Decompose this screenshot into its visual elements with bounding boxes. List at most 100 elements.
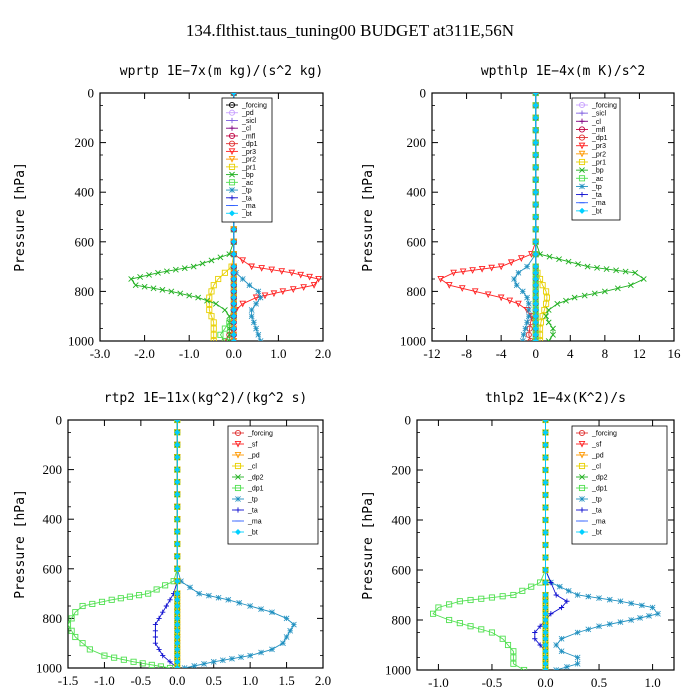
data-point: [638, 602, 645, 609]
x-tick-label: 1.0: [270, 346, 286, 361]
legend-marker: [228, 163, 236, 170]
chart-panel-1: wprtp 1E−7x(m kg)/(s^2 kg) Pressure [hPa]…: [13, 64, 331, 361]
data-point: [435, 604, 442, 611]
data-point: [515, 300, 522, 308]
data-point: [297, 271, 305, 279]
data-point: [459, 268, 467, 276]
data-point: [162, 582, 169, 589]
y-tick-label: 800: [407, 284, 427, 299]
data-point: [167, 597, 173, 603]
legend-marker: [228, 210, 236, 217]
plot-area: [437, 93, 647, 341]
y-tick-label: 400: [407, 185, 427, 200]
data-point: [542, 420, 549, 423]
x-tick-label: -1.5: [58, 673, 79, 688]
data-point: [239, 257, 247, 265]
legend-marker: [578, 207, 586, 214]
legend-marker: [578, 462, 586, 470]
legend-marker: [228, 101, 236, 109]
legend-marker: [579, 191, 585, 198]
data-point: [132, 282, 139, 289]
data-point: [532, 282, 539, 289]
data-point: [537, 623, 543, 629]
x-tick-label: 2.0: [315, 346, 331, 361]
data-point: [532, 313, 539, 320]
data-point: [556, 583, 563, 590]
legend-entry: _forcing: [591, 431, 617, 438]
data-point: [542, 429, 549, 436]
data-point: [603, 266, 610, 272]
data-point: [152, 628, 159, 634]
legend-marker: [579, 110, 585, 116]
data-point: [225, 596, 232, 603]
data-point: [542, 616, 549, 624]
data-point: [542, 529, 549, 536]
legend-marker: [578, 150, 586, 158]
legend-marker: [579, 118, 585, 124]
data-point: [206, 294, 213, 301]
data-point: [174, 503, 181, 510]
data-point: [515, 269, 522, 276]
data-point: [135, 592, 143, 599]
data-point: [553, 592, 559, 598]
legend-marker: [578, 158, 586, 166]
y-tick-label: 0: [56, 413, 63, 428]
data-point: [268, 266, 276, 274]
data-point: [252, 294, 260, 302]
x-tick-label: 0.0: [169, 673, 185, 688]
data-point: [458, 285, 466, 292]
data-point: [72, 609, 79, 616]
panel-title: wprtp 1E−7x(m kg)/(s^2 kg): [120, 64, 324, 79]
data-point: [532, 201, 539, 208]
data-point: [558, 648, 565, 655]
x-tick-label: -1.0: [94, 673, 115, 688]
legend-marker: [234, 429, 242, 437]
plot-area: [68, 420, 297, 668]
x-tick-label: -1.0: [179, 346, 200, 361]
data-point: [166, 664, 174, 668]
data-point: [230, 275, 237, 283]
data-point: [258, 265, 266, 272]
data-point: [174, 553, 181, 560]
x-tick-label: -0.5: [131, 673, 152, 688]
data-point: [522, 325, 529, 332]
x-tick-label: 1.5: [278, 673, 294, 688]
legend-marker: [578, 484, 586, 492]
data-point: [191, 663, 198, 668]
data-point: [152, 622, 159, 628]
series-bt: [532, 93, 539, 341]
y-axis-label: Pressure [hPa]: [13, 162, 28, 272]
data-point: [542, 604, 549, 611]
data-point: [230, 300, 237, 307]
data-point: [542, 454, 549, 461]
data-point: [478, 626, 485, 633]
legend-entry: _tp: [591, 184, 602, 191]
data-point: [564, 598, 570, 604]
data-point: [174, 640, 181, 647]
legend-marker: [234, 484, 242, 492]
data-point: [614, 285, 621, 292]
data-point: [174, 478, 181, 486]
legend-box: [571, 425, 668, 545]
data-point: [163, 603, 169, 609]
legend-marker: [578, 101, 586, 109]
data-point: [174, 658, 181, 665]
data-point: [174, 491, 181, 498]
data-point: [510, 654, 517, 661]
data-point: [574, 629, 581, 636]
data-point: [208, 257, 215, 264]
data-point: [550, 331, 556, 338]
data-point: [532, 263, 539, 270]
data-point: [542, 610, 549, 617]
data-point: [230, 325, 237, 332]
series-pr3: [437, 93, 540, 341]
data-point: [532, 93, 539, 97]
legend-marker: [229, 171, 235, 178]
data-point: [230, 319, 237, 326]
data-point: [111, 654, 118, 661]
legend-marker: [228, 140, 236, 147]
data-point: [532, 319, 539, 326]
x-tick-label: 1.0: [644, 675, 660, 690]
data-point: [79, 602, 86, 610]
data-point: [553, 667, 560, 670]
